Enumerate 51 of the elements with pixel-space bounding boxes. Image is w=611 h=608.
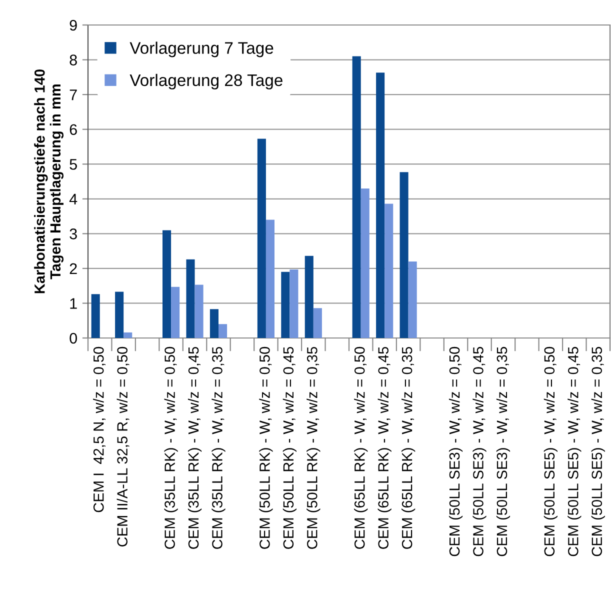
y-tick-label: 0 bbox=[70, 332, 77, 344]
bar bbox=[257, 138, 266, 338]
x-tick-label: CEM (35LL RK) - W, w/z = 0,35 bbox=[212, 346, 226, 549]
x-tick-label: CEM (50LL RK) - W, w/z = 0,50 bbox=[259, 346, 273, 549]
legend-label: Vorlagerung 7 Tage bbox=[130, 42, 274, 58]
x-tick-label: CEM (35LL RK) - W, w/z = 0,45 bbox=[188, 346, 202, 549]
bar bbox=[313, 308, 322, 338]
bar bbox=[162, 230, 172, 338]
bar bbox=[384, 204, 394, 338]
x-tick-label: CEM (65LL RK) - W, w/z = 0,50 bbox=[354, 346, 368, 549]
x-tick-label: CEM (50LL SE5) - W, w/z = 0,50 bbox=[544, 346, 558, 556]
y-tick-label: 3 bbox=[70, 228, 77, 240]
bar bbox=[304, 256, 314, 338]
bar bbox=[115, 292, 124, 338]
bar bbox=[171, 286, 180, 338]
bar bbox=[194, 284, 204, 338]
x-tick-label: CEM (50LL SE3) - W, w/z = 0,35 bbox=[496, 346, 510, 556]
legend-label: Vorlagerung 28 Tage bbox=[130, 74, 282, 90]
bar bbox=[218, 324, 228, 338]
y-tick-label: 7 bbox=[70, 90, 77, 100]
x-tick-label: CEM (50LL SE3) - W, w/z = 0,45 bbox=[472, 346, 486, 556]
bar bbox=[376, 72, 385, 338]
x-tick-label: CEM (35LL RK) - W, w/z = 0,50 bbox=[164, 346, 178, 549]
x-tick-label: CEM II/A-LL 32,5 R, w/z = 0,50 bbox=[116, 346, 130, 546]
y-tick-label: 6 bbox=[70, 124, 77, 136]
x-tick-label: CEM (50LL RK) - W, w/z = 0,35 bbox=[306, 346, 320, 549]
x-tick-label: CEM (65LL RK) - W, w/z = 0,45 bbox=[378, 346, 392, 549]
y-axis-title: Karbonatisierungstiefe nach 140 Tagen Hauptlagerung in mm bbox=[34, 69, 64, 294]
y-tick-label: 1 bbox=[70, 298, 77, 309]
bar bbox=[281, 272, 290, 338]
bar bbox=[124, 332, 132, 338]
x-tick-label: CEM (50LL SE5) - W, w/z = 0,35 bbox=[591, 346, 605, 556]
y-tick-label: 2 bbox=[70, 263, 77, 274]
bar bbox=[352, 56, 361, 338]
x-tick-label: CEM (50LL SE3) - W, w/z = 0,50 bbox=[448, 346, 463, 556]
bar bbox=[290, 269, 298, 338]
x-tick-label: CEM (50LL RK) - W, w/z = 0,45 bbox=[282, 346, 296, 549]
bar bbox=[91, 294, 100, 338]
y-tick-label: 5 bbox=[70, 159, 77, 170]
bar bbox=[360, 188, 370, 338]
x-tick-label: CEM I 42,5 N, w/z = 0,50 bbox=[93, 346, 106, 512]
y-tick-label: 8 bbox=[70, 54, 77, 66]
bar bbox=[210, 309, 218, 338]
x-tick-label: CEM (65LL RK) - W, w/z = 0,35 bbox=[402, 346, 416, 549]
bar bbox=[266, 220, 274, 338]
y-tick-label: 9 bbox=[70, 20, 77, 31]
bar bbox=[408, 261, 417, 338]
x-tick-label: CEM (50LL SE5) - W, w/z = 0,45 bbox=[568, 346, 582, 556]
bar bbox=[186, 259, 195, 338]
bar bbox=[400, 172, 408, 338]
y-tick-label: 4 bbox=[69, 194, 78, 204]
